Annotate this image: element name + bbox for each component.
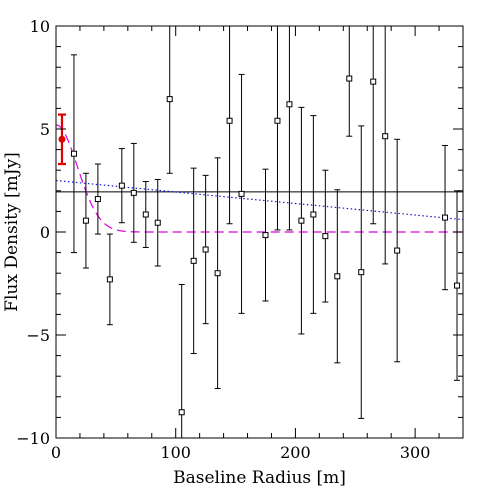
data-point-square: [166, 96, 173, 103]
data-points: [58, 75, 461, 416]
data-point-circle: [58, 135, 66, 143]
linear-fit-line: [55, 179, 464, 221]
data-point-square: [382, 133, 389, 140]
data-point-square: [238, 190, 245, 197]
y-tick-label: −5: [26, 326, 50, 345]
model-curves: [55, 124, 464, 233]
data-point-square: [454, 282, 461, 289]
data-point-square: [130, 189, 137, 196]
data-point-square: [154, 219, 161, 226]
data-point-square: [70, 150, 77, 157]
data-point-square: [322, 233, 329, 240]
data-point-square: [142, 211, 149, 218]
data-point-square: [94, 196, 101, 203]
data-point-square: [442, 214, 449, 221]
data-point-square: [118, 182, 125, 189]
data-point-square: [214, 270, 221, 277]
data-point-square: [310, 211, 317, 218]
data-point-square: [346, 75, 353, 82]
x-axis-label: Baseline Radius [m]: [173, 468, 346, 488]
data-point-square: [262, 232, 269, 239]
x-tick-label: 100: [160, 443, 191, 462]
y-axis-label: Flux Density [mJy]: [2, 152, 22, 312]
x-tick-label: 300: [400, 443, 431, 462]
data-point-square: [106, 276, 113, 283]
data-point-square: [298, 217, 305, 224]
y-tick-label: −10: [16, 429, 50, 448]
axis-ticks: [55, 25, 464, 439]
data-point-square: [82, 217, 89, 224]
data-point-square: [274, 117, 281, 124]
data-point-square: [358, 269, 365, 276]
gaussian-model-curve: [55, 124, 463, 233]
x-tick-label: 200: [280, 443, 311, 462]
data-point-square: [190, 257, 197, 264]
data-point-square: [178, 409, 185, 416]
data-point-square: [394, 247, 401, 254]
x-tick-label: 0: [51, 443, 61, 462]
data-point-square: [286, 101, 293, 108]
y-tick-label: 10: [30, 17, 50, 36]
y-tick-label: 0: [40, 223, 50, 242]
tick-labels: 0 100 200 300 −10 −5 0 5 10: [16, 17, 430, 462]
data-point-square: [370, 78, 377, 85]
data-point-square: [226, 117, 233, 124]
data-point-square: [202, 246, 209, 253]
y-tick-label: 5: [40, 120, 50, 139]
data-point-square: [334, 273, 341, 280]
